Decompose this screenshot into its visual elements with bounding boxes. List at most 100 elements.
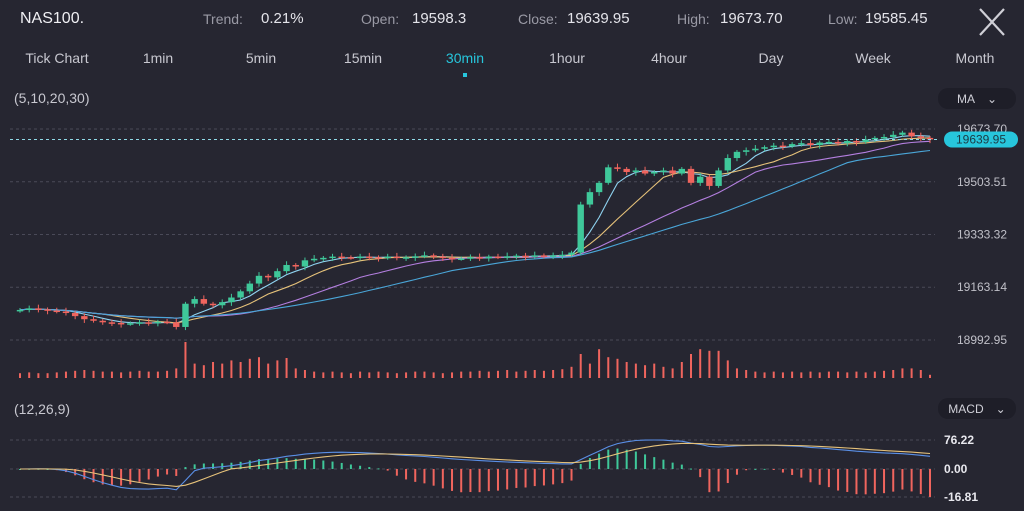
tab-month[interactable]: Month: [955, 50, 995, 66]
candle: [678, 167, 686, 176]
candle-body: [779, 145, 787, 148]
candle: [807, 139, 814, 149]
volume-bar: [754, 371, 757, 378]
candle-body: [90, 319, 97, 321]
macd-histogram-bar: [653, 457, 656, 469]
indicator-dropdown-ma[interactable]: MA ⌄: [938, 88, 1016, 109]
candle-body: [559, 254, 566, 257]
tab-1min[interactable]: 1min: [142, 50, 174, 66]
indicator-dropdown-macd[interactable]: MACD ⌄: [938, 398, 1016, 419]
volume-bar: [267, 363, 270, 378]
chevron-down-icon: ⌄: [986, 91, 998, 106]
volume-bar: [542, 370, 545, 378]
candle: [476, 253, 483, 261]
candle: [108, 319, 116, 327]
volume-bar: [699, 349, 702, 378]
volume-bar: [772, 371, 775, 378]
macd-histogram-bar: [699, 469, 702, 478]
candle: [25, 305, 33, 313]
candle: [191, 296, 198, 308]
candle-body: [375, 257, 382, 259]
candle-body: [421, 255, 428, 257]
close-button[interactable]: [976, 6, 1008, 38]
volume-bar: [653, 363, 656, 378]
macd-histogram-bar: [276, 458, 279, 469]
candle-body: [219, 302, 226, 306]
volume-bar: [570, 366, 573, 378]
macd-histogram-bar: [598, 453, 601, 469]
candle: [531, 251, 538, 259]
volume-bar: [46, 373, 49, 378]
macd-histogram-bar: [202, 463, 205, 469]
candle: [71, 311, 79, 320]
macd-params: (12,26,9): [14, 401, 71, 417]
macd-histogram-bar: [818, 469, 821, 485]
candle: [310, 255, 318, 263]
current-price-badge: [944, 131, 1018, 148]
close-x-icon: [979, 8, 1005, 36]
candle: [513, 253, 520, 260]
volume-bar: [331, 371, 334, 378]
macd-histogram-bar: [588, 458, 591, 469]
candle-body: [494, 256, 502, 259]
volume-bar: [561, 369, 564, 378]
macd-histogram-bar: [763, 468, 766, 470]
volume-bar: [910, 368, 913, 378]
price-tick-label: 19163.14: [957, 280, 1007, 294]
candle-body: [522, 255, 529, 258]
candle: [163, 318, 171, 325]
tab-5min[interactable]: 5min: [245, 50, 277, 66]
candle: [301, 257, 309, 271]
candle-body: [467, 257, 474, 259]
price-tick-label: 18992.95: [957, 333, 1007, 347]
macd-histogram-bar: [386, 469, 389, 471]
macd-histogram-bar: [83, 469, 86, 480]
indicator-dropdown-label: MA: [956, 91, 975, 106]
volume-bar: [515, 371, 518, 378]
volume-bar: [846, 372, 849, 378]
volume-bar: [405, 372, 408, 378]
tab-week[interactable]: Week: [855, 50, 891, 66]
macd-histogram-bar: [294, 458, 297, 469]
tab-4hour[interactable]: 4hour: [651, 50, 687, 66]
candle-body: [283, 264, 290, 272]
candle-body: [255, 275, 263, 284]
candle: [182, 301, 189, 331]
candle: [228, 293, 235, 306]
candle-body: [338, 256, 345, 259]
macd-histogram-bar: [726, 469, 729, 484]
tab-tick-chart[interactable]: Tick Chart: [25, 50, 89, 66]
volume-bar: [322, 372, 325, 378]
candle-body: [16, 309, 24, 312]
volume-bar: [809, 371, 812, 378]
macd-histogram-bar: [313, 459, 316, 469]
candle-body: [890, 134, 897, 137]
volume-bar: [110, 371, 113, 378]
macd-histogram-bar: [570, 469, 573, 481]
candle: [549, 252, 557, 260]
macd-histogram-bar: [432, 469, 435, 486]
volume-bar: [156, 371, 159, 378]
candle: [35, 304, 42, 313]
tab-30min[interactable]: 30min: [445, 50, 485, 66]
candle-body: [807, 143, 814, 146]
tab-1hour[interactable]: 1hour: [549, 50, 585, 66]
macd-histogram-bar: [616, 448, 619, 469]
candle-body: [825, 141, 833, 144]
volume-bar: [818, 372, 821, 378]
tab-15min[interactable]: 15min: [343, 50, 383, 66]
tab-day[interactable]: Day: [758, 50, 784, 66]
candle: [494, 253, 502, 260]
volume-bar: [74, 370, 77, 378]
candle: [917, 132, 925, 141]
macd-histogram-bar: [46, 468, 49, 470]
close-label: Close:: [518, 11, 558, 27]
price-tick-label: 19333.32: [957, 228, 1007, 242]
macd-histogram-bar: [451, 469, 454, 491]
macd-histogram-bar: [460, 469, 463, 493]
macd-histogram-bar: [257, 459, 260, 469]
candle: [522, 252, 529, 261]
candle: [255, 272, 263, 287]
candle-body: [163, 321, 171, 324]
